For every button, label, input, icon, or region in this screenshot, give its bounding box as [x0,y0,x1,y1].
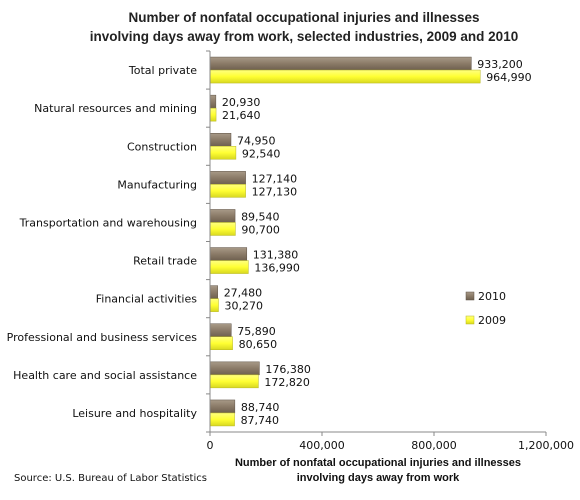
category-label-manufacturing: Manufacturing [117,178,197,191]
x-tick-label: 0 [207,439,214,452]
data-label-2010-manufacturing: 127,140 [252,172,297,185]
bar-2009-transportation-and-warehousing [209,222,236,236]
bar-2010-retail-trade [209,247,248,261]
bar-2010-transportation-and-warehousing [209,209,236,223]
category-label-total-private: Total private [128,64,197,77]
bar-2009-health-care-and-social-assistance [209,374,259,389]
chart-title-line-1: Number of nonfatal occupational injuries… [128,10,479,25]
x-axis-title-line-1: Number of nonfatal occupational injuries… [235,457,521,469]
category-label-construction: Construction [127,140,197,153]
bar-2010-manufacturing [209,171,246,185]
data-label-2010-retail-trade: 131,380 [253,249,299,262]
bar-2009-leisure-and-hospitality [209,412,235,427]
data-label-2009-financial-activities: 30,270 [224,300,262,313]
bar-2010-health-care-and-social-assistance [209,361,260,376]
x-axis-ticks: 0 400,000 800,000 1,200,000 [207,432,574,452]
bar-2010-financial-activities [209,285,218,299]
legend: 2010 2009 [465,290,506,327]
bar-2009-financial-activities [209,298,219,312]
category-label-financial-activities: Financial activities [96,293,198,306]
category-label-retail-trade: Retail trade [133,255,197,268]
category-label-natural-resources-and-mining: Natural resources and mining [34,102,197,115]
data-label-2010-total-private: 933,200 [477,58,523,71]
category-label-professional-and-business-services: Professional and business services [7,331,198,344]
bar-2009-professional-and-business-services [209,336,233,350]
x-axis-title-line-2: involving days away from work [297,472,460,484]
bar-2009-construction [209,146,237,160]
data-label-2010-health-care-and-social-assistance: 176,380 [265,363,311,376]
chart-title-line-2: involving days away from work, selected … [90,29,518,44]
bar-2010-professional-and-business-services [209,323,232,337]
category-label-health-care-and-social-assistance: Health care and social assistance [13,369,197,382]
bar-2009-retail-trade [209,260,249,274]
data-label-2009-manufacturing: 127,130 [252,185,298,198]
data-label-2009-leisure-and-hospitality: 87,740 [241,414,280,427]
legend-swatch-2010 [465,291,475,301]
bar-2009-natural-resources-and-mining [209,107,217,122]
bar-2009-manufacturing [209,184,246,198]
data-label-2009-total-private: 964,990 [486,71,532,84]
category-label-leisure-and-hospitality: Leisure and hospitality [72,407,197,420]
category-label-transportation-and-warehousing: Transportation and warehousing [19,216,197,229]
x-tick-label: 800,000 [411,439,457,452]
bar-2010-construction [209,133,232,147]
data-label-2010-financial-activities: 27,480 [224,287,263,300]
data-label-2010-construction: 74,950 [237,134,276,147]
bar-2010-total-private [209,56,472,71]
data-label-2010-transportation-and-warehousing: 89,540 [241,210,280,223]
x-tick-label: 1,200,000 [518,439,574,452]
data-label-2010-natural-resources-and-mining: 20,930 [222,96,261,109]
data-label-2009-health-care-and-social-assistance: 172,820 [264,376,310,389]
legend-label-2010: 2010 [478,290,506,303]
data-label-2009-retail-trade: 136,990 [254,262,299,275]
source-note: Source: U.S. Bureau of Labor Statistics [14,473,207,484]
data-label-2009-transportation-and-warehousing: 90,700 [241,223,280,236]
x-tick-label: 400,000 [299,439,345,452]
data-label-2009-natural-resources-and-mining: 21,640 [222,109,261,122]
bar-2010-leisure-and-hospitality [209,399,236,414]
data-label-2009-construction: 92,540 [242,147,281,160]
legend-label-2009: 2009 [478,314,506,327]
legend-swatch-2009 [465,315,475,325]
data-label-2009-professional-and-business-services: 80,650 [239,338,278,351]
data-label-2010-professional-and-business-services: 75,890 [237,325,276,338]
bar-2009-total-private [209,69,481,84]
data-label-2010-leisure-and-hospitality: 88,740 [241,401,280,414]
bar-2010-natural-resources-and-mining [209,94,217,109]
